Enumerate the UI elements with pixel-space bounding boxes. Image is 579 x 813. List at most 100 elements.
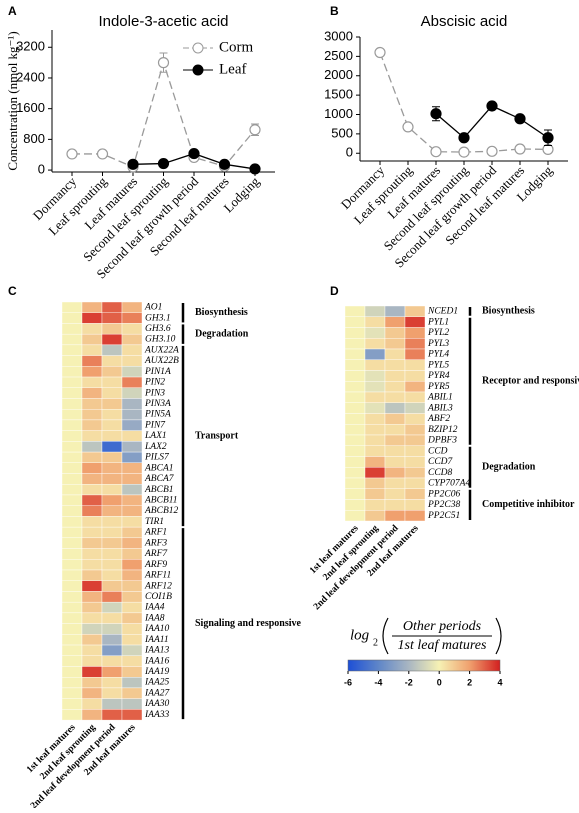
y-axis-label: Concentration (nmol kg⁻¹): [5, 31, 20, 170]
heat-cell: [121, 366, 143, 378]
heat-cell: [101, 473, 123, 485]
heat-cell: [81, 366, 103, 378]
row-label: IAA4: [144, 603, 165, 613]
legend-marker: [192, 42, 204, 54]
row-label: PYL1: [427, 317, 449, 327]
heat-cell: [61, 441, 83, 453]
point: [188, 147, 200, 160]
row-label: GH3.1: [145, 313, 171, 323]
row-label: CCD8: [428, 468, 453, 478]
heat-cell: [61, 569, 83, 581]
heat-cell: [121, 301, 143, 313]
heat-cell: [121, 623, 143, 635]
heat-cell: [344, 467, 366, 479]
heat-cell: [101, 419, 123, 431]
point: [374, 46, 386, 59]
row-label: IAA8: [144, 613, 165, 623]
heat-cell: [404, 434, 426, 446]
heat-cell: [61, 591, 83, 603]
heat-cell: [101, 634, 123, 646]
row-label: IAA30: [144, 699, 170, 709]
heat-cell: [81, 655, 103, 667]
heat-cell: [101, 344, 123, 356]
heat-cell: [344, 477, 366, 489]
chart-title: Indole-3-acetic acid: [98, 13, 228, 30]
heat-cell: [384, 488, 406, 500]
row-label: PYR5: [427, 382, 450, 392]
row-label: PIN3: [144, 388, 165, 398]
heat-cell: [101, 323, 123, 335]
heat-cell: [121, 505, 143, 517]
heat-cell: [404, 456, 426, 468]
heat-cell: [81, 323, 103, 335]
heat-cell: [81, 559, 103, 571]
heat-cell: [121, 612, 143, 624]
row-label: ARF9: [144, 560, 167, 570]
colorbar-tick-label: -4: [374, 677, 382, 687]
point: [542, 132, 554, 144]
heat-cell: [121, 473, 143, 485]
point: [458, 146, 470, 158]
heat-cell: [61, 312, 83, 324]
heat-cell: [404, 338, 426, 350]
heat-cell: [101, 430, 123, 442]
heat-cell: [344, 499, 366, 511]
heat-cell: [81, 312, 103, 324]
y-tick-label: 1000: [324, 106, 353, 121]
legend-label: Corm: [219, 39, 254, 55]
heat-cell: [384, 499, 406, 511]
heat-cell: [61, 580, 83, 592]
heat-cell: [384, 467, 406, 479]
point: [486, 145, 498, 157]
heat-cell: [61, 344, 83, 356]
heat-cell: [344, 338, 366, 350]
heat-cell: [61, 430, 83, 442]
heat-cell: [364, 499, 386, 511]
heat-cell: [81, 451, 103, 463]
heat-cell: [384, 456, 406, 468]
heat-cell: [384, 370, 406, 382]
heat-cell: [81, 591, 103, 603]
heat-cell: [61, 398, 83, 410]
row-label: PP2C06: [427, 489, 460, 499]
heat-cell: [121, 644, 143, 656]
legend-label: Leaf: [219, 61, 246, 77]
heat-cell: [101, 537, 123, 549]
heat-cell: [384, 391, 406, 403]
heat-cell: [364, 370, 386, 382]
heat-cell: [404, 327, 426, 339]
heat-cell: [364, 467, 386, 479]
heat-cell: [404, 370, 426, 382]
heat-cell: [404, 424, 426, 436]
heat-cell: [344, 402, 366, 414]
heat-cell: [81, 537, 103, 549]
row-label: PIN5A: [144, 410, 171, 420]
heat-cell: [61, 355, 83, 367]
row-label: PIN1A: [144, 367, 171, 377]
heat-cell: [121, 494, 143, 506]
heat-cell: [61, 709, 83, 721]
heat-cell: [364, 477, 386, 489]
row-label: ARF11: [144, 571, 171, 581]
row-label: PYL2: [427, 328, 449, 338]
point: [249, 124, 261, 136]
heat-cell: [81, 333, 103, 346]
heat-cell: [384, 510, 406, 522]
row-label: ARF7: [144, 549, 168, 559]
heat-cell: [121, 398, 143, 410]
heat-cell: [121, 548, 143, 560]
heat-cell: [121, 655, 143, 667]
row-label: AO1: [144, 303, 162, 313]
heat-cell: [101, 516, 123, 528]
row-label: ABCB12: [144, 506, 178, 516]
row-label: PYL5: [427, 360, 449, 370]
heat-cell: [121, 601, 143, 614]
heat-cell: [101, 677, 123, 689]
y-tick-label: 800: [23, 131, 45, 146]
heat-cell: [101, 462, 123, 474]
heat-cell: [61, 462, 83, 474]
point: [157, 57, 170, 69]
heat-cell: [81, 526, 103, 539]
heat-cell: [384, 327, 406, 339]
heat-cell: [364, 316, 386, 328]
